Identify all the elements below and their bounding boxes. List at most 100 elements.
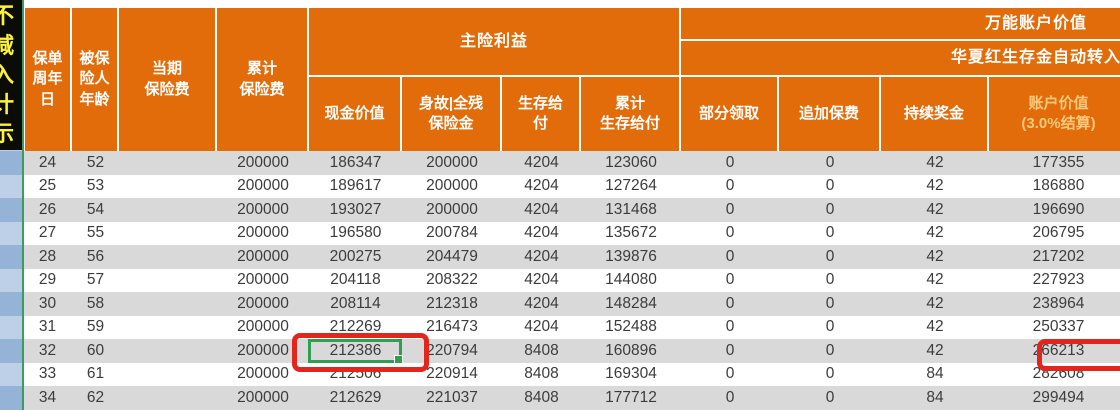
cell-policy-year[interactable]: 34 bbox=[38, 388, 57, 406]
cell-death-benefit[interactable]: 208322 bbox=[426, 271, 478, 289]
cell-policy-year[interactable]: 27 bbox=[38, 224, 57, 242]
row-left-blue-cell[interactable] bbox=[0, 386, 23, 410]
cell-additional-premium[interactable]: 0 bbox=[825, 294, 835, 312]
cell-partial-withdrawal[interactable]: 0 bbox=[725, 177, 735, 195]
cell-additional-premium[interactable]: 0 bbox=[825, 177, 835, 195]
cell-cumulative-premium[interactable]: 200000 bbox=[237, 153, 289, 171]
cell-cumulative-premium[interactable]: 200000 bbox=[237, 224, 289, 242]
cell-cumulative-survival[interactable]: 135672 bbox=[605, 224, 657, 242]
cell-account-value[interactable]: 206795 bbox=[1032, 224, 1085, 242]
cell-death-benefit[interactable]: 220914 bbox=[426, 365, 478, 383]
row-left-blue-cell[interactable] bbox=[0, 339, 23, 363]
cell-current-premium[interactable] bbox=[119, 386, 217, 410]
cell-insured-age[interactable]: 59 bbox=[86, 318, 105, 336]
cell-death-benefit[interactable]: 212318 bbox=[426, 294, 478, 312]
cell-death-benefit[interactable]: 200784 bbox=[426, 224, 478, 242]
cell-insured-age[interactable]: 58 bbox=[86, 294, 105, 312]
header-death-benefit[interactable]: 身故|全残 保险金 bbox=[402, 77, 500, 151]
cell-death-benefit[interactable]: 200000 bbox=[426, 177, 478, 195]
cell-cumulative-premium[interactable]: 200000 bbox=[237, 247, 289, 265]
cell-insured-age[interactable]: 56 bbox=[86, 247, 105, 265]
cell-policy-year[interactable]: 29 bbox=[38, 271, 57, 289]
cell-partial-withdrawal[interactable]: 0 bbox=[725, 388, 735, 406]
cell-persistency-bonus[interactable]: 42 bbox=[926, 294, 944, 312]
cell-partial-withdrawal[interactable]: 0 bbox=[725, 153, 735, 171]
cell-cash-value[interactable]: 208114 bbox=[330, 294, 381, 312]
header-group-universal-account[interactable]: 万能账户价值 bbox=[681, 8, 1120, 39]
cell-account-value[interactable]: 266213 bbox=[1032, 341, 1085, 359]
row-left-blue-cell[interactable] bbox=[0, 315, 23, 339]
header-cumulative-survival[interactable]: 累计 生存给付 bbox=[581, 77, 679, 151]
cell-survival-benefit[interactable]: 8408 bbox=[524, 388, 559, 406]
cell-additional-premium[interactable]: 0 bbox=[825, 153, 835, 171]
cell-survival-benefit[interactable]: 4204 bbox=[524, 177, 559, 195]
row-left-blue-cell[interactable] bbox=[0, 362, 23, 386]
cell-persistency-bonus[interactable]: 42 bbox=[926, 318, 944, 336]
cell-insured-age[interactable]: 60 bbox=[86, 341, 105, 359]
cell-survival-benefit[interactable]: 4204 bbox=[524, 318, 559, 336]
cell-account-value[interactable]: 238964 bbox=[1032, 294, 1085, 312]
cell-current-premium[interactable] bbox=[119, 316, 217, 340]
cell-partial-withdrawal[interactable]: 0 bbox=[725, 318, 735, 336]
cell-survival-benefit[interactable]: 8408 bbox=[524, 365, 559, 383]
cell-cumulative-premium[interactable]: 200000 bbox=[237, 388, 289, 406]
cell-current-premium[interactable] bbox=[119, 292, 217, 316]
cell-cumulative-survival[interactable]: 177712 bbox=[605, 388, 657, 406]
cell-death-benefit[interactable]: 221037 bbox=[426, 388, 478, 406]
cell-persistency-bonus[interactable]: 42 bbox=[926, 153, 944, 171]
row-left-blue-cell[interactable] bbox=[0, 221, 23, 245]
cell-cumulative-survival[interactable]: 139876 bbox=[605, 247, 657, 265]
cell-insured-age[interactable]: 52 bbox=[86, 153, 105, 171]
cell-partial-withdrawal[interactable]: 0 bbox=[725, 341, 735, 359]
cell-cumulative-premium[interactable]: 200000 bbox=[237, 318, 289, 336]
cell-cumulative-survival[interactable]: 148284 bbox=[605, 294, 657, 312]
cell-death-benefit[interactable]: 220794 bbox=[426, 341, 478, 359]
cell-persistency-bonus[interactable]: 84 bbox=[926, 388, 944, 406]
cell-current-premium[interactable] bbox=[119, 222, 217, 246]
header-current-premium[interactable]: 当期 保险费 bbox=[119, 8, 215, 151]
cell-partial-withdrawal[interactable]: 0 bbox=[725, 365, 735, 383]
cell-partial-withdrawal[interactable]: 0 bbox=[725, 224, 735, 242]
cell-additional-premium[interactable]: 0 bbox=[825, 224, 835, 242]
header-insured-age[interactable]: 被保 险人 年龄 bbox=[72, 8, 117, 151]
fill-handle[interactable] bbox=[394, 355, 403, 364]
cell-insured-age[interactable]: 61 bbox=[86, 365, 105, 383]
cell-cumulative-survival[interactable]: 169304 bbox=[605, 365, 657, 383]
cell-cumulative-premium[interactable]: 200000 bbox=[237, 177, 289, 195]
cell-additional-premium[interactable]: 0 bbox=[825, 271, 835, 289]
cell-account-value[interactable]: 250337 bbox=[1032, 318, 1085, 336]
cell-insured-age[interactable]: 62 bbox=[86, 388, 105, 406]
cell-cash-value[interactable]: 189617 bbox=[329, 177, 382, 195]
cell-insured-age[interactable]: 53 bbox=[86, 177, 105, 195]
cell-cash-value[interactable]: 196580 bbox=[329, 224, 382, 242]
cell-cumulative-survival[interactable]: 127264 bbox=[605, 177, 657, 195]
header-partial-withdrawal[interactable]: 部分领取 bbox=[681, 77, 777, 151]
cell-policy-year[interactable]: 31 bbox=[38, 318, 57, 336]
cell-cumulative-premium[interactable]: 200000 bbox=[237, 341, 289, 359]
cell-persistency-bonus[interactable]: 42 bbox=[926, 247, 944, 265]
cell-insured-age[interactable]: 57 bbox=[86, 271, 105, 289]
cell-cumulative-premium[interactable]: 200000 bbox=[237, 365, 289, 383]
row-left-blue-cell[interactable] bbox=[0, 174, 23, 198]
cell-cumulative-survival[interactable]: 160896 bbox=[605, 341, 657, 359]
row-left-blue-cell[interactable] bbox=[0, 151, 23, 175]
cell-cumulative-survival[interactable]: 131468 bbox=[605, 200, 657, 218]
cell-cumulative-premium[interactable]: 200000 bbox=[237, 271, 289, 289]
cell-account-value[interactable]: 177355 bbox=[1032, 153, 1085, 171]
cell-cumulative-survival[interactable]: 123060 bbox=[605, 153, 657, 171]
cell-survival-benefit[interactable]: 4204 bbox=[524, 224, 559, 242]
row-left-blue-cell[interactable] bbox=[0, 245, 23, 269]
cell-cumulative-premium[interactable]: 200000 bbox=[237, 294, 289, 312]
cell-current-premium[interactable] bbox=[119, 363, 217, 387]
cell-partial-withdrawal[interactable]: 0 bbox=[725, 271, 735, 289]
cell-death-benefit[interactable]: 200000 bbox=[426, 153, 478, 171]
cell-cash-value[interactable]: 193027 bbox=[329, 200, 382, 218]
cell-policy-year[interactable]: 28 bbox=[38, 247, 57, 265]
header-policy-year[interactable]: 保单 周年 日 bbox=[25, 8, 70, 151]
cell-persistency-bonus[interactable]: 42 bbox=[926, 177, 944, 195]
row-left-blue-cell[interactable] bbox=[0, 198, 23, 222]
cell-current-premium[interactable] bbox=[119, 175, 217, 199]
cell-account-value[interactable]: 196690 bbox=[1032, 200, 1085, 218]
cell-persistency-bonus[interactable]: 42 bbox=[926, 200, 944, 218]
cell-additional-premium[interactable]: 0 bbox=[825, 341, 835, 359]
